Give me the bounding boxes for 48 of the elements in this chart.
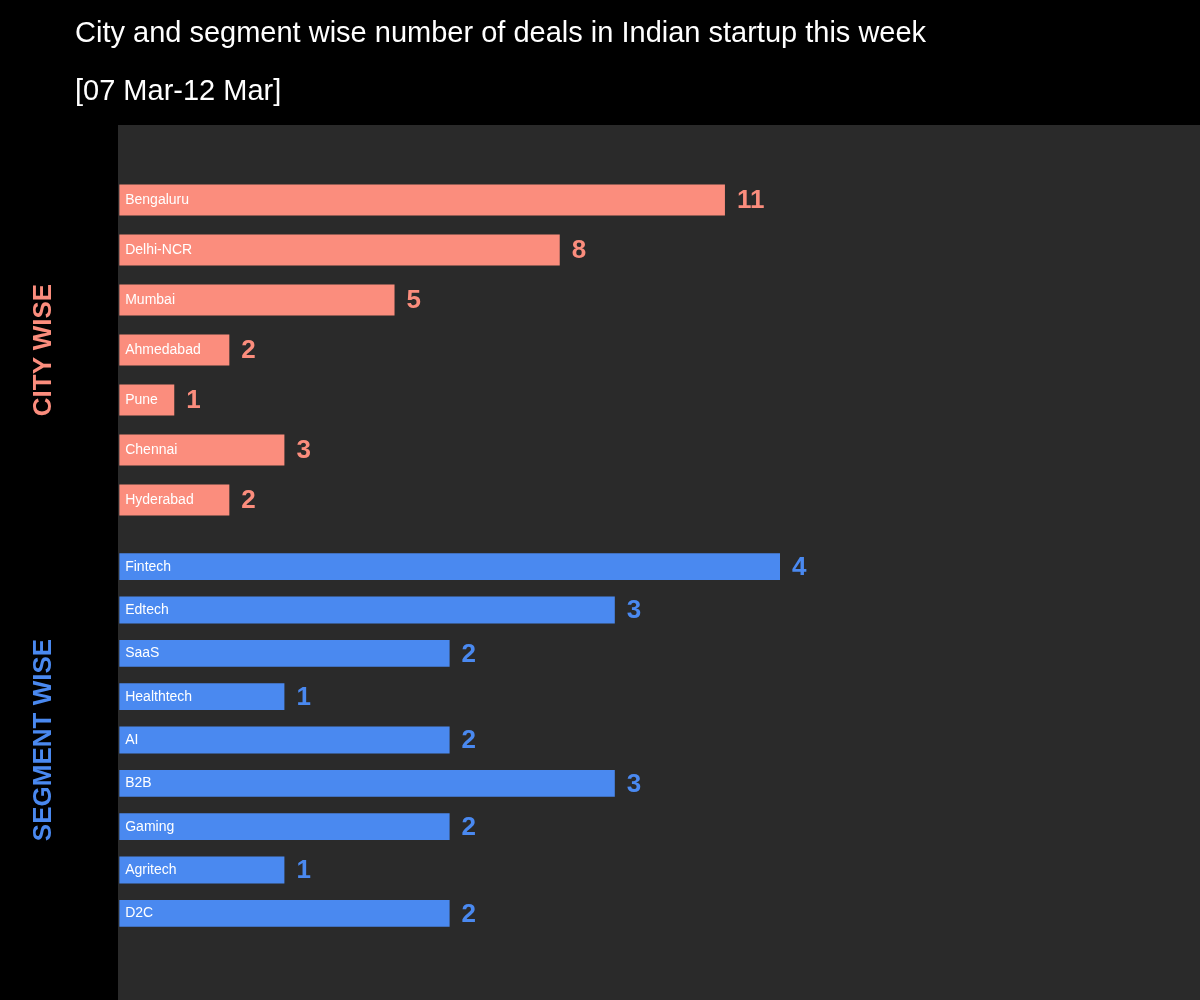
y-tick-label: AI — [125, 730, 139, 747]
bar — [119, 683, 285, 711]
y-tick-label: D2C — [125, 904, 154, 921]
bar — [119, 553, 780, 581]
bar — [119, 813, 450, 841]
data-label: 2 — [461, 724, 477, 755]
data-label: 5 — [406, 284, 421, 315]
y-tick-label: B2B — [125, 774, 152, 791]
bar — [119, 284, 395, 316]
data-label: 3 — [626, 767, 642, 798]
y-tick-label: Chennai — [125, 440, 178, 457]
data-label: 2 — [461, 810, 477, 841]
y-tick-label: Healthtech — [125, 687, 193, 704]
data-label: 8 — [571, 234, 587, 265]
bar — [119, 899, 450, 927]
data-label: 3 — [296, 434, 311, 465]
bar — [119, 639, 450, 667]
data-label: 2 — [461, 897, 477, 928]
data-label: 2 — [461, 637, 477, 668]
bar — [119, 769, 615, 797]
y-tick-label: Bengaluru — [125, 190, 190, 207]
bar — [119, 434, 285, 466]
data-label: 2 — [241, 484, 256, 515]
bar — [119, 726, 450, 754]
y-tick-label: Pune — [125, 390, 159, 407]
data-label: 1 — [296, 854, 311, 885]
y-tick-label: Hyderabad — [125, 490, 194, 507]
bar — [119, 184, 725, 216]
chart-title: City and segment wise number of deals in Indian startup this week — [75, 15, 928, 50]
y-tick-label: Mumbai — [125, 290, 175, 307]
data-label: 1 — [186, 384, 201, 415]
data-label: 2 — [241, 334, 256, 365]
y-tick-label: Delhi-NCR — [125, 240, 193, 257]
y-tick-label: Gaming — [125, 817, 175, 834]
y-tick-label: SaaS — [125, 644, 160, 661]
y-tick-label: Edtech — [125, 600, 169, 617]
data-label: 11 — [736, 184, 765, 215]
chart-subtitle: [07 Mar-12 Mar] — [75, 73, 283, 108]
bar — [119, 596, 615, 624]
y-tick-label: Fintech — [125, 557, 172, 574]
y-axis-title: SEGMENT WISE — [26, 638, 57, 842]
y-axis-title: CITY WISE — [26, 283, 57, 417]
bar — [119, 234, 560, 266]
y-tick-label: Agritech — [125, 860, 177, 877]
data-label: 4 — [792, 550, 807, 581]
y-tick-label: Ahmedabad — [125, 340, 201, 357]
data-label: 3 — [626, 594, 642, 625]
data-label: 1 — [296, 680, 311, 711]
